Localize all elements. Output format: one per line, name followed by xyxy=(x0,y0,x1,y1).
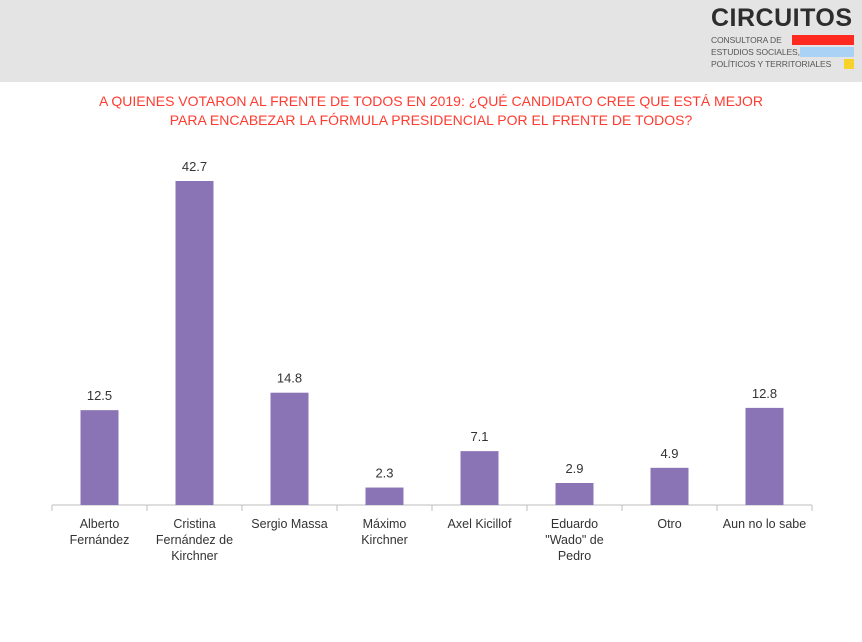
header-band xyxy=(0,0,862,82)
data-label: 12.5 xyxy=(87,388,112,403)
logo-line-2: ESTUDIOS SOCIALES, xyxy=(711,47,800,57)
data-label: 14.8 xyxy=(277,371,302,386)
bar xyxy=(460,451,499,505)
chart-title-line-2: PARA ENCABEZAR LA FÓRMULA PRESIDENCIAL P… xyxy=(169,112,693,128)
logo-line-3: POLÍTICOS Y TERRITORIALES xyxy=(711,59,832,69)
logo-line-1: CONSULTORA DE xyxy=(711,35,782,45)
category-label: Sergio Massa xyxy=(251,517,327,531)
logo-red-bar xyxy=(792,35,854,45)
category-label: Axel Kicillof xyxy=(448,517,512,531)
bar xyxy=(650,467,689,505)
category-label: Otro xyxy=(657,517,681,531)
category-label: Cristina Fernández de Kirchner xyxy=(156,517,233,563)
bar xyxy=(270,392,309,505)
bar xyxy=(175,181,214,505)
category-label: Aun no lo sabe xyxy=(723,517,806,531)
logo-yellow-bar xyxy=(844,59,854,69)
circuitos-logo: CIRCUITOS CONSULTORA DE ESTUDIOS SOCIALE… xyxy=(708,4,858,78)
data-label: 12.8 xyxy=(752,386,777,401)
data-label: 42.7 xyxy=(182,159,207,174)
logo-name: CIRCUITOS xyxy=(711,4,853,32)
data-label: 7.1 xyxy=(470,429,488,444)
category-label: Eduardo "Wado" de Pedro xyxy=(545,517,603,563)
chart-title: A QUIENES VOTARON AL FRENTE DE TODOS EN … xyxy=(0,92,862,130)
data-label: 2.9 xyxy=(565,461,583,476)
data-label: 2.3 xyxy=(375,466,393,481)
logo-blue-bar xyxy=(800,47,854,57)
category-label: Máximo Kirchner xyxy=(361,517,408,547)
bar xyxy=(555,482,594,505)
chart-title-line-1: A QUIENES VOTARON AL FRENTE DE TODOS EN … xyxy=(98,93,764,109)
category-label: Alberto Fernández xyxy=(70,517,130,547)
bar xyxy=(745,407,784,505)
data-label: 4.9 xyxy=(660,446,678,461)
bar xyxy=(80,410,119,505)
bar xyxy=(365,487,404,505)
